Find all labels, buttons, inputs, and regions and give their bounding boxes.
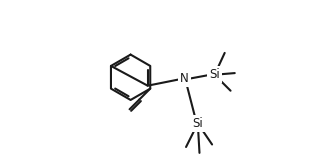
Text: Si: Si: [209, 68, 220, 81]
Text: N: N: [180, 72, 189, 86]
Text: Si: Si: [192, 117, 203, 130]
